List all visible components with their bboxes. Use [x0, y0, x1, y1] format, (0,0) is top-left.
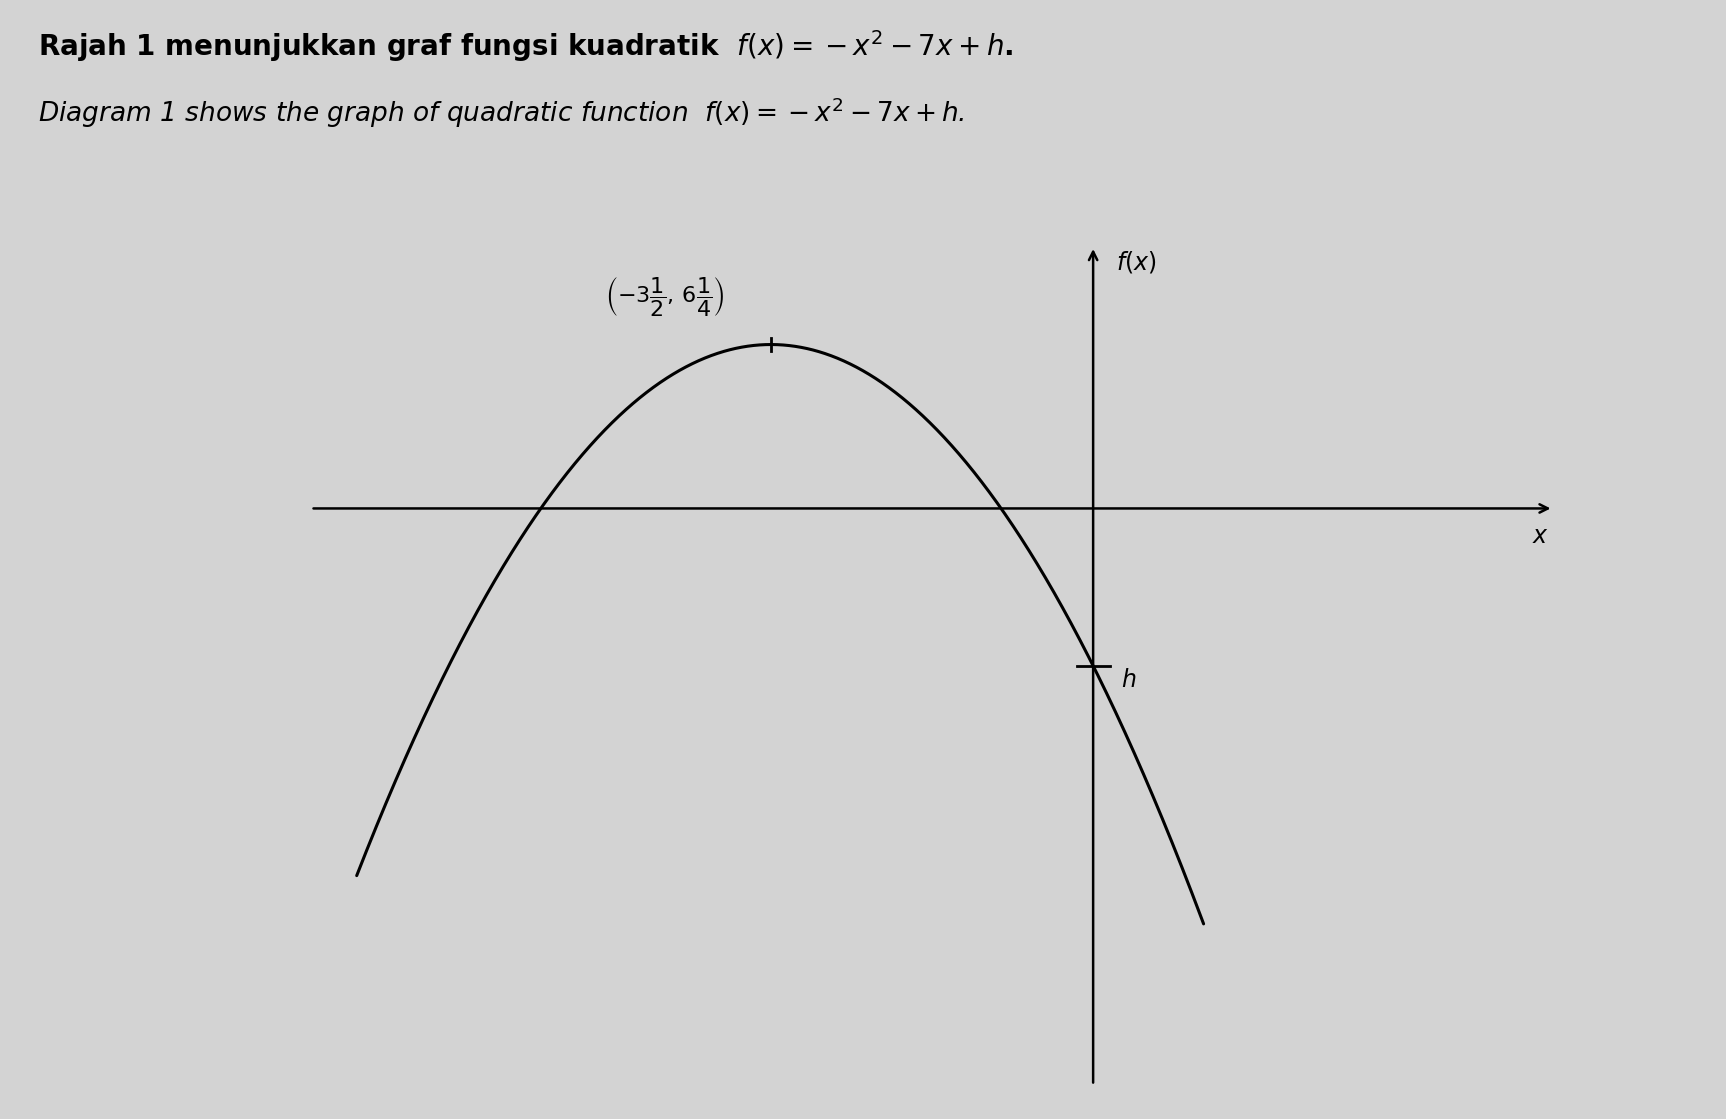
- Text: $x$: $x$: [1533, 524, 1548, 548]
- Text: $\left(-3\dfrac{1}{2},\,6\dfrac{1}{4}\right)$: $\left(-3\dfrac{1}{2},\,6\dfrac{1}{4}\ri…: [606, 275, 725, 318]
- Text: $h$: $h$: [1120, 668, 1136, 693]
- Text: Rajah 1 menunjukkan graf fungsi kuadratik  $f(x) = -x^2 - 7x + h$.: Rajah 1 menunjukkan graf fungsi kuadrati…: [38, 28, 1013, 64]
- Text: $f(x)$: $f(x)$: [1117, 248, 1156, 275]
- Text: Diagram 1 shows the graph of quadratic function  $f(x) = -x^2 - 7x + h$.: Diagram 1 shows the graph of quadratic f…: [38, 95, 965, 130]
